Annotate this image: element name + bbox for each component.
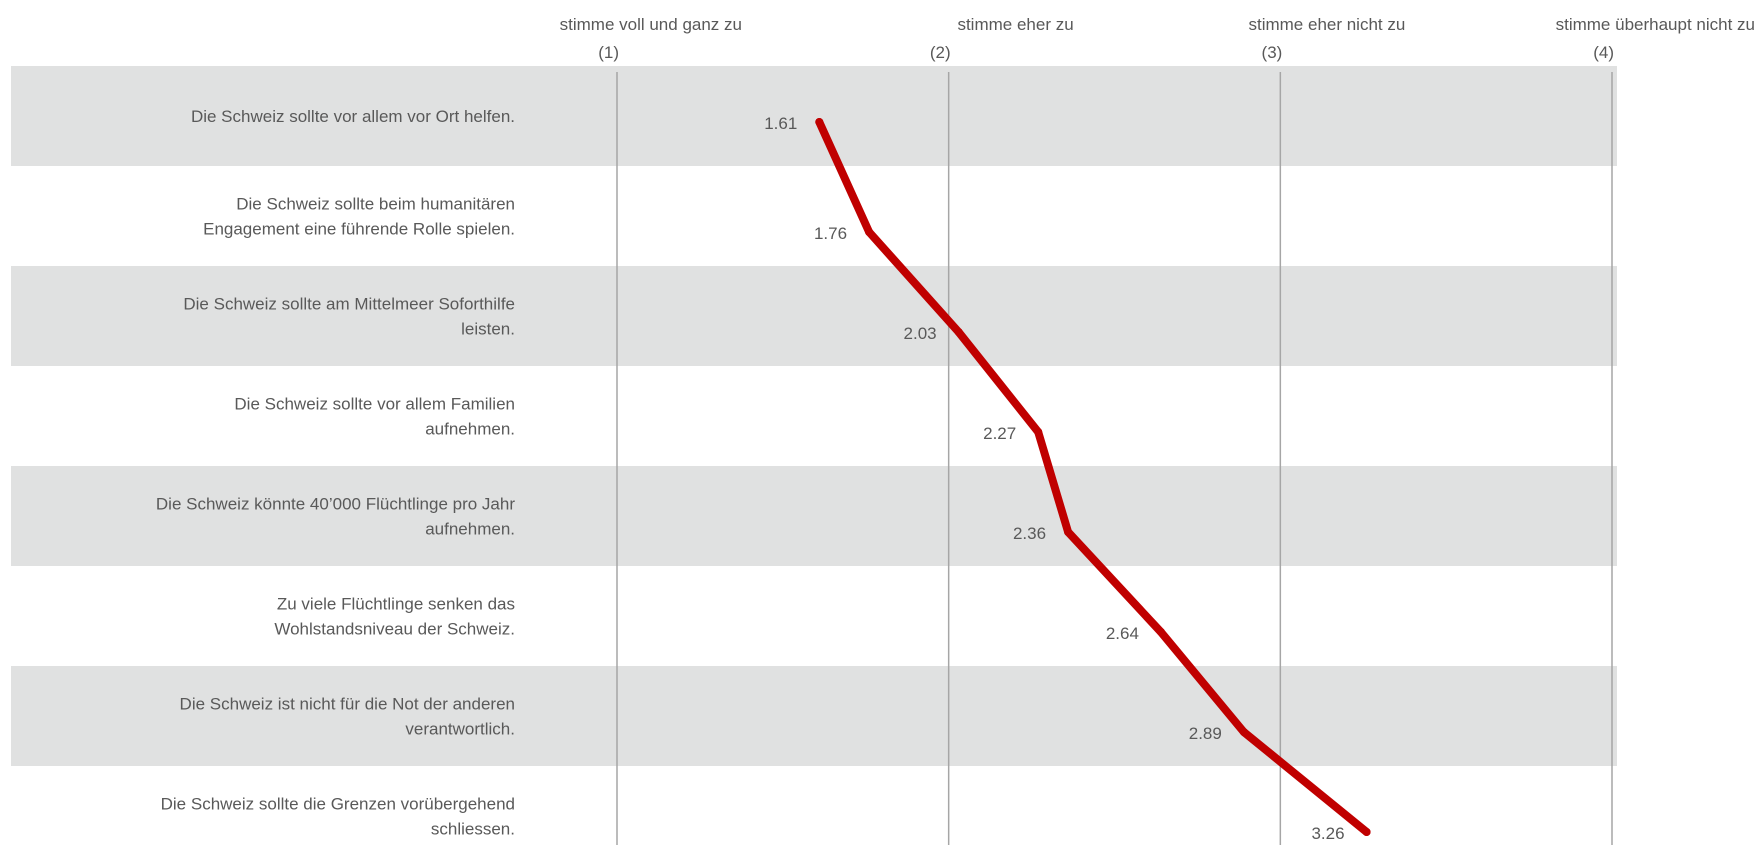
scale-headings: stimme voll und ganz zu (1) stimme eher zu… (560, 15, 1755, 62)
scale-gridlines (616, 72, 1613, 845)
mean-point (954, 328, 963, 336)
scale-heading-label: stimme überhaupt nicht zu (1556, 15, 1755, 34)
row-band (11, 666, 1617, 766)
scale-heading-code: (3) (1262, 43, 1283, 62)
scale-heading-label: stimme voll und ganz zu (560, 15, 742, 34)
item-label-line: verantwortlich. (405, 720, 515, 739)
item-label-line: Die Schweiz sollte beim humanitären (236, 195, 515, 214)
item-label: Die Schweiz sollte vor allem vor Ort hel… (191, 107, 515, 126)
item-label-line: Die Schweiz sollte die Grenzen vorüberge… (161, 795, 515, 814)
item-label: Die Schweiz sollte am Mittelmeer Soforth… (183, 295, 515, 339)
scale-heading-label: stimme eher nicht zu (1248, 15, 1405, 34)
scale-heading-code: (4) (1593, 43, 1614, 62)
item-label: Die Schweiz sollte vor allem Familien auf… (234, 395, 515, 439)
item-label-line: Die Schweiz ist nicht für die Not der an… (180, 695, 515, 714)
item-label-line: leisten. (461, 320, 515, 339)
row-band (11, 466, 1617, 566)
row-band (11, 266, 1617, 366)
mean-point (1239, 728, 1248, 736)
row-bands (11, 66, 1617, 766)
mean-line (815, 118, 1371, 836)
item-label-line: Wohlstandsniveau der Schweiz. (274, 620, 515, 639)
value-label: 1.76 (814, 224, 847, 243)
item-label: Die Schweiz sollte die Grenzen vorüberge… (161, 795, 515, 839)
value-label: 2.27 (983, 424, 1016, 443)
value-label: 3.26 (1311, 824, 1344, 843)
row-band (11, 66, 1617, 166)
mean-point (815, 118, 824, 126)
value-labels: 1.61 1.76 2.03 2.27 2.36 2.64 2.89 3.26 (764, 114, 1344, 843)
item-label-line: Die Schweiz sollte vor allem vor Ort hel… (191, 107, 515, 126)
item-label: Die Schweiz könnte 40’000 Flüchtlinge pr… (156, 495, 515, 539)
item-label-line: Die Schweiz sollte vor allem Familien (234, 395, 515, 414)
item-label: Die Schweiz sollte beim humanitären Engag… (203, 195, 515, 239)
mean-point (1034, 428, 1043, 436)
scale-heading-label: stimme eher zu (957, 15, 1073, 34)
item-label-line: Zu viele Flüchtlinge senken das (277, 595, 515, 614)
item-label: Die Schweiz ist nicht für die Not der an… (180, 695, 515, 739)
value-label: 2.36 (1013, 524, 1046, 543)
scale-heading-code: (2) (930, 43, 951, 62)
mean-point (1362, 828, 1371, 836)
item-labels: Die Schweiz sollte vor allem vor Ort hel… (156, 107, 515, 839)
item-label-line: Die Schweiz könnte 40’000 Flüchtlinge pr… (156, 495, 515, 514)
mean-point (865, 228, 874, 236)
value-label: 2.89 (1189, 724, 1222, 743)
item-label-line: schliessen. (431, 820, 515, 839)
item-label-line: aufnehmen. (425, 420, 515, 439)
scale-heading-code: (1) (598, 43, 619, 62)
mean-point (1156, 628, 1165, 636)
value-label: 2.03 (904, 324, 937, 343)
item-label: Zu viele Flüchtlinge senken das Wohlstand… (274, 595, 515, 639)
mean-series (815, 118, 1371, 836)
item-label-line: aufnehmen. (425, 520, 515, 539)
value-label: 1.61 (764, 114, 797, 133)
item-label-line: Engagement eine führende Rolle spielen. (203, 220, 515, 239)
value-label: 2.64 (1106, 624, 1139, 643)
mean-point (1064, 528, 1073, 536)
item-label-line: Die Schweiz sollte am Mittelmeer Soforth… (183, 295, 515, 314)
